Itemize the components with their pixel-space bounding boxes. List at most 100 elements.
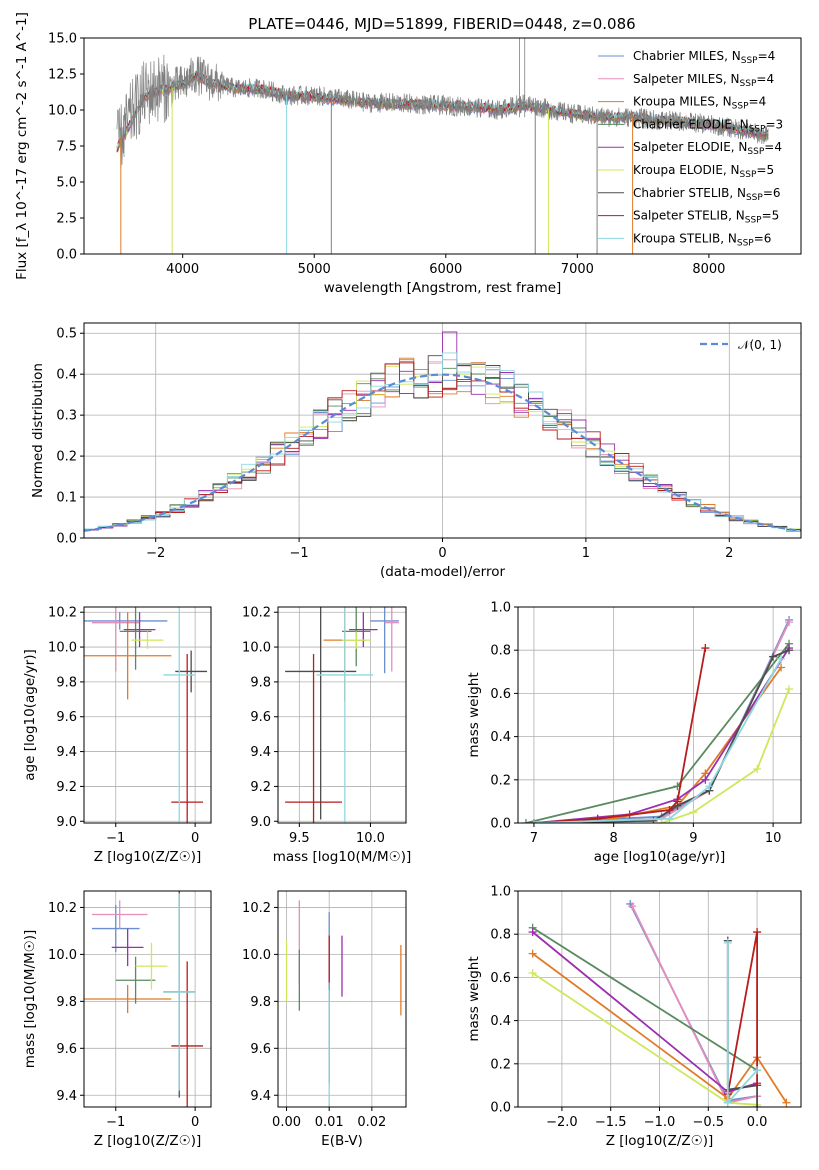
- axes-frame: [277, 606, 407, 824]
- series-marker: [777, 663, 786, 672]
- x-tick-label: 0.00: [272, 1115, 301, 1130]
- series-marker: [665, 814, 674, 823]
- x-tick-label: 9: [689, 831, 697, 846]
- data-spectrum: [116, 54, 769, 169]
- panels: 4000 5000 6000 7000 80000.02.55.07.510.012.5…: [14, 12, 802, 1149]
- series-line-5: [532, 972, 758, 1106]
- y-tick-label: 10.0: [48, 948, 77, 963]
- series-marker: [785, 646, 794, 655]
- y-tick-label: 2.5: [56, 212, 77, 227]
- series-line-6: [726, 940, 758, 1107]
- series-marker: [753, 1066, 762, 1075]
- series-marker: [528, 949, 537, 958]
- x-tick-label: 1: [582, 546, 590, 561]
- y-tick-label: 5.0: [56, 176, 77, 191]
- y-tick-label: 0.2: [56, 450, 77, 465]
- series-marker: [689, 808, 698, 817]
- y-tick-label: 0.1: [56, 491, 77, 506]
- panel-massweight_vs_age: 7 8 9 10 0.0 0.2 0.4 0.6 0.8 1.0 age [log10(age/yr…: [466, 601, 802, 865]
- series-marker: [701, 644, 710, 653]
- y-tick-label: 0.3: [56, 409, 77, 424]
- series-line-5: [661, 688, 790, 823]
- y-tick-label: 9.8: [250, 995, 271, 1010]
- legend-label: Kroupa STELIB, NSSP=6: [633, 231, 771, 248]
- x-tick-label: 2: [725, 546, 733, 561]
- plot-area: [116, 38, 769, 254]
- series-marker: [785, 685, 794, 694]
- x-tick-label: 9.5: [289, 831, 310, 846]
- y-axis-label: age [log10(age/yr)]: [22, 649, 38, 781]
- x-tick-label: −1.5: [595, 1115, 627, 1130]
- legend-label: Kroupa MILES, NSSP=4: [633, 95, 766, 112]
- series-marker: [705, 782, 714, 791]
- axes-frame: [83, 890, 212, 1108]
- histogram-8: [84, 352, 801, 531]
- plot-area: [84, 331, 801, 532]
- series-marker: [521, 819, 530, 823]
- y-tick-label: 0.4: [490, 730, 511, 745]
- series-line-3: [532, 926, 758, 1072]
- panel-mass_vs_Z: −1 0 9.4 9.6 9.8 10.0 10.2 Z [log10(Z/Z☉)] mass …: [22, 890, 212, 1149]
- y-axis-label: mass weight: [466, 672, 482, 757]
- y-axis-label: mass [log10(M/M☉)]: [22, 930, 38, 1069]
- x-tick-label: −0.5: [693, 1115, 725, 1130]
- axes-frame: [83, 606, 212, 824]
- series-marker: [649, 816, 658, 823]
- x-axis-label: (data-model)/error: [380, 564, 506, 580]
- y-tick-label: 10.2: [242, 901, 271, 916]
- y-tick-label: 9.4: [56, 1089, 77, 1104]
- legend-label: Salpeter ELODIE, NSSP=4: [633, 140, 782, 157]
- series-line-1: [533, 621, 790, 823]
- x-tick-label: 0: [438, 546, 446, 561]
- series-marker: [753, 928, 762, 937]
- legend-label: Chabrier MILES, NSSP=4: [633, 49, 775, 66]
- legend-label: Kroupa ELODIE, NSSP=5: [633, 163, 774, 180]
- x-axis-label: wavelength [Angstrom, rest frame]: [324, 280, 562, 296]
- y-tick-label: 9.4: [56, 745, 77, 760]
- y-tick-label: 0.8: [490, 644, 511, 659]
- y-tick-label: 9.6: [56, 710, 77, 725]
- panel-spectrum: 4000 5000 6000 7000 8000 0.0 2.5 5.0 7.5 10.0 12.5…: [14, 12, 802, 296]
- series-marker: [628, 902, 637, 911]
- y-tick-label: 0.6: [490, 687, 511, 702]
- y-tick-label: 9.6: [56, 1042, 77, 1057]
- y-tick-label: 7.5: [56, 140, 77, 155]
- series-line-4: [533, 647, 790, 823]
- y-tick-label: 9.6: [250, 710, 271, 725]
- panel-age_vs_Z: −1 0 9.0 9.2 9.4 9.6 9.8 10.0 10.2 Z [log10(Z/Z☉)…: [22, 606, 212, 865]
- x-tick-label: 8000: [692, 262, 725, 277]
- y-tick-label: 9.8: [250, 675, 271, 690]
- legend-label: Salpeter MILES, NSSP=4: [633, 72, 774, 89]
- y-tick-label: 0.6: [490, 971, 511, 986]
- x-tick-label: 5000: [298, 262, 331, 277]
- x-axis-label: mass [log10(M/M☉)]: [273, 849, 412, 865]
- x-tick-label: −1: [106, 1115, 125, 1130]
- y-tick-label: 9.4: [250, 745, 271, 760]
- panel-residuals: −2 −1 0 1 2 0.0 0.1 0.2 0.3 0.4 0.5 (data-model)/er…: [30, 322, 802, 580]
- y-tick-label: 10.0: [242, 948, 271, 963]
- plot-area: [528, 899, 791, 1107]
- x-tick-label: 0.01: [315, 1115, 344, 1130]
- series-marker: [753, 1081, 762, 1090]
- series-marker: [665, 806, 674, 815]
- y-tick-label: 9.8: [56, 995, 77, 1010]
- y-tick-label: 0.4: [490, 1014, 511, 1029]
- y-tick-label: 12.5: [48, 68, 77, 83]
- y-tick-label: 0.8: [490, 928, 511, 943]
- x-axis-label: Z [log10(Z/Z☉)]: [94, 849, 202, 865]
- x-tick-label: 0: [191, 831, 199, 846]
- series-marker: [782, 1098, 791, 1107]
- plot-area: [521, 615, 794, 823]
- y-tick-label: 10.0: [242, 641, 271, 656]
- series-line-4: [532, 931, 758, 1093]
- y-tick-label: 10.2: [48, 606, 77, 621]
- series-line-7: [726, 931, 758, 1095]
- x-tick-label: 4000: [166, 262, 199, 277]
- y-tick-label: 0.0: [490, 817, 511, 832]
- series-marker: [528, 928, 537, 937]
- x-tick-label: −2.0: [546, 1115, 578, 1130]
- series-marker: [701, 775, 710, 784]
- y-tick-label: 0.5: [56, 327, 77, 342]
- series-marker: [769, 652, 778, 661]
